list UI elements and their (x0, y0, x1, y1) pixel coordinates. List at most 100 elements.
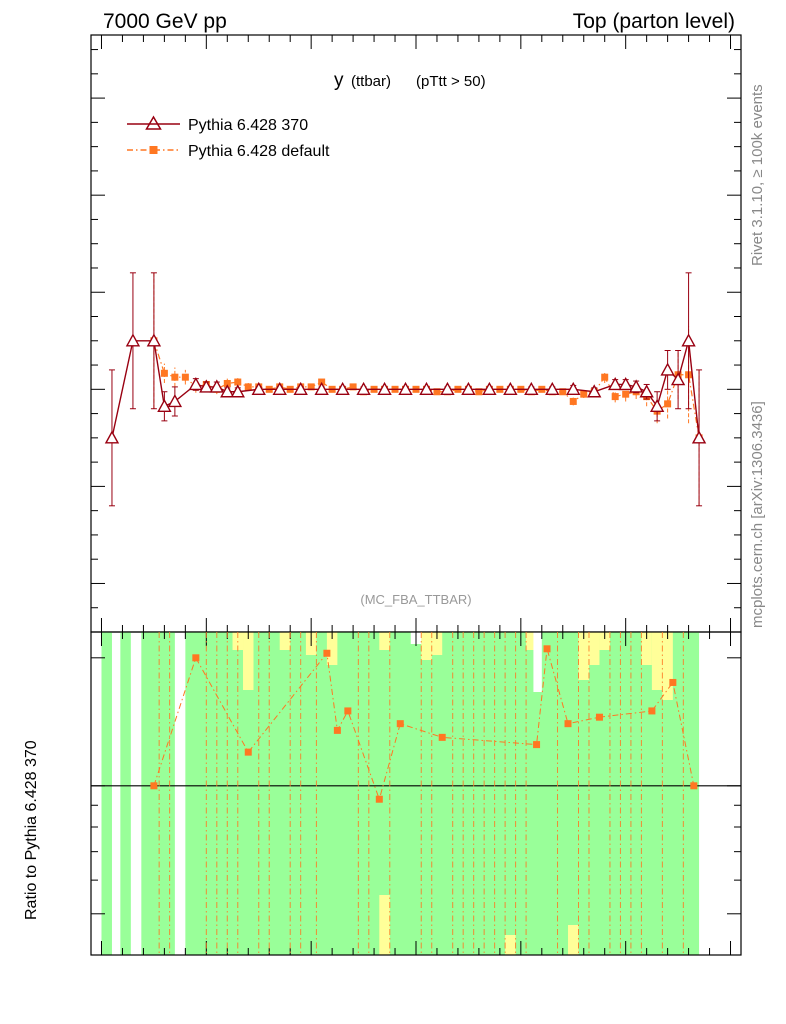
ratio-band-yellow (505, 935, 516, 955)
point-pythia-default (622, 390, 630, 398)
ratio-point (244, 748, 252, 756)
ratio-band-yellow (651, 632, 663, 690)
point-pythia-default (160, 369, 168, 377)
point-pythia-370 (377, 381, 392, 396)
legend-marker-pythia-default (149, 146, 158, 154)
ratio-band-yellow (431, 632, 443, 655)
point-pythia-370 (660, 362, 675, 376)
analysis-watermark: (MC_FBA_TTBAR) (360, 592, 471, 607)
ratio-band-yellow (243, 632, 254, 690)
ratio-band-yellow (379, 895, 390, 955)
point-pythia-370 (545, 381, 560, 396)
ratio-band-green (120, 632, 131, 955)
ratio-series-line (153, 648, 695, 801)
legend-marker-pythia-370 (145, 115, 162, 130)
rivet-version-label: Rivet 3.1.10, ≥ 100k events (749, 84, 766, 266)
point-pythia-default (433, 388, 441, 396)
point-pythia-370 (503, 381, 518, 396)
point-pythia-default (559, 388, 567, 396)
ratio-band-yellow (641, 632, 652, 665)
point-pythia-370 (230, 384, 245, 398)
ratio-band-yellow (326, 632, 338, 665)
ratio-axis-label: Ratio to Pythia 6.428 370 (23, 740, 40, 920)
point-pythia-370 (188, 377, 204, 391)
legend-label-pythia-370: Pythia 6.428 370 (188, 117, 308, 134)
ratio-point (344, 707, 352, 715)
point-pythia-370 (482, 381, 497, 396)
point-pythia-default (349, 383, 357, 391)
point-pythia-default (223, 379, 231, 387)
ratio-band-yellow (599, 632, 610, 650)
ratio-panel-uncertainty-bands (101, 632, 700, 955)
main-panel-data (104, 272, 707, 507)
ratio-point (533, 741, 541, 749)
ratio-band-yellow (526, 632, 537, 650)
ratio-point (438, 733, 446, 741)
point-pythia-default (244, 383, 252, 391)
point-pythia-370 (628, 379, 644, 393)
ratio-point (333, 726, 341, 734)
ratio-point (543, 645, 551, 653)
point-pythia-370 (209, 379, 224, 393)
header-process: Top (parton level) (573, 10, 735, 33)
ratio-band-yellow (279, 632, 291, 650)
point-pythia-default (601, 373, 609, 381)
ratio-panel-data (150, 632, 698, 955)
ratio-band-green (185, 632, 700, 955)
ratio-point (375, 795, 383, 803)
ratio-point (690, 782, 698, 790)
point-pythia-370 (670, 372, 686, 386)
point-pythia-370 (356, 381, 371, 396)
point-pythia-370 (335, 381, 350, 396)
point-pythia-370 (398, 381, 413, 396)
point-pythia-default (569, 397, 577, 405)
plot-title-cut: (pTtt > 50) (416, 73, 486, 90)
point-pythia-370 (691, 430, 707, 444)
point-pythia-370 (461, 381, 476, 396)
ratio-band-yellow (379, 632, 390, 650)
plot-title-variable: y (334, 70, 344, 91)
legend-entry-pythia-370: Pythia 6.428 370 (127, 115, 308, 134)
legend: Pythia 6.428 370 Pythia 6.428 default (127, 115, 330, 160)
point-pythia-370 (293, 381, 308, 396)
point-pythia-default (611, 393, 619, 401)
ratio-band-yellow (578, 632, 589, 680)
header-beam-energy: 7000 GeV pp (103, 10, 227, 33)
ratio-band-yellow (588, 632, 600, 665)
point-pythia-370 (639, 384, 654, 398)
point-pythia-default (664, 400, 672, 408)
point-pythia-default (171, 373, 179, 381)
ratio-band-gap (533, 632, 542, 692)
point-pythia-default (475, 388, 483, 396)
point-pythia-370 (167, 393, 183, 408)
point-pythia-370 (618, 377, 633, 391)
point-pythia-default (181, 373, 189, 381)
point-pythia-370 (587, 384, 602, 398)
point-pythia-370 (440, 381, 455, 396)
ratio-band-yellow (568, 925, 579, 955)
point-pythia-370 (524, 381, 539, 396)
ratio-point (396, 720, 404, 728)
ratio-band-yellow (421, 632, 432, 660)
legend-label-pythia-default: Pythia 6.428 default (188, 143, 330, 160)
ratio-point (648, 707, 656, 715)
point-pythia-370 (419, 381, 434, 396)
point-pythia-default (307, 383, 315, 391)
point-pythia-370 (681, 333, 696, 347)
point-pythia-370 (649, 398, 665, 413)
point-pythia-370 (220, 384, 235, 398)
plot-title-object: (ttbar) (351, 73, 391, 90)
ratio-point (192, 654, 200, 662)
ratio-point (323, 649, 331, 657)
point-pythia-default (580, 390, 588, 398)
point-pythia-370 (157, 398, 172, 413)
point-pythia-370 (104, 430, 120, 444)
ratio-band-green (141, 632, 175, 955)
point-pythia-default (234, 378, 242, 386)
ratio-band-yellow (662, 632, 673, 700)
legend-entry-pythia-default: Pythia 6.428 default (127, 143, 330, 160)
mcplots-reference-label: mcplots.cern.ch [arXiv:1306.3436] (749, 401, 766, 628)
ratio-point (669, 678, 677, 686)
point-pythia-370 (272, 381, 287, 396)
